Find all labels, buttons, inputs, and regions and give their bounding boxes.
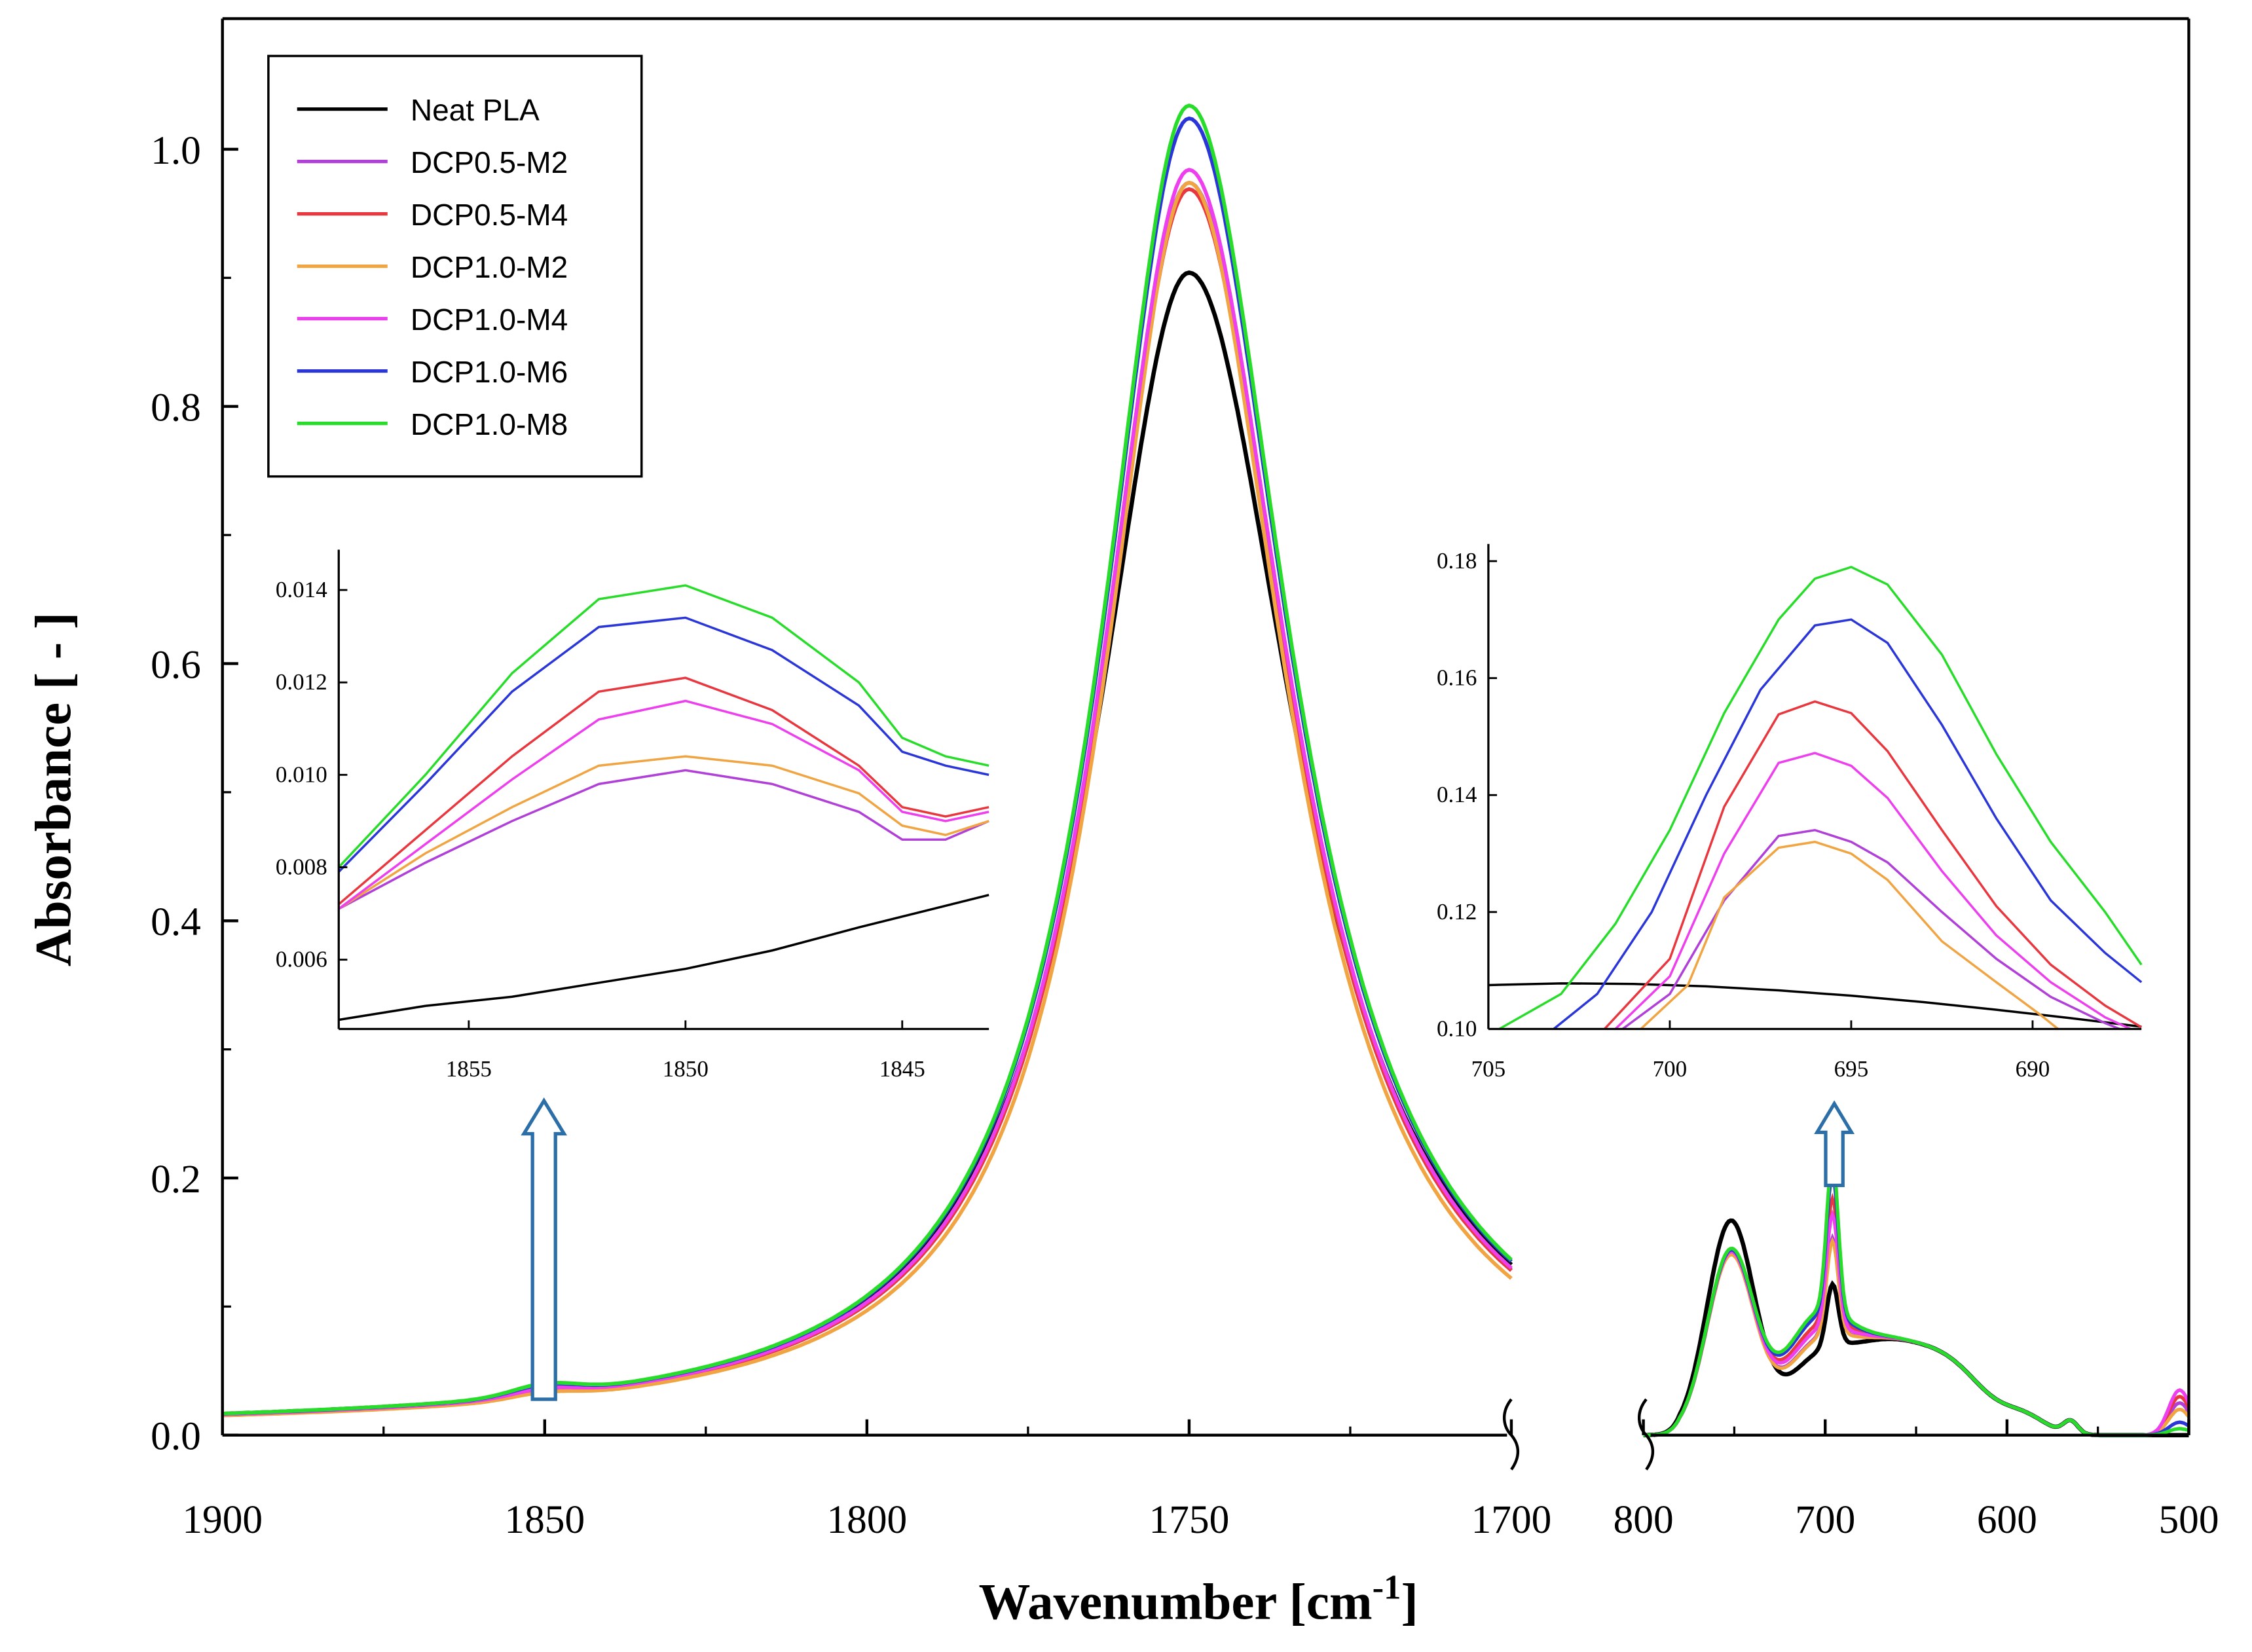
inset-series-dcp1-0-m2 [338, 755, 989, 910]
inset-y-tick-label: 0.008 [276, 854, 327, 879]
inset-y-tick-label: 0.006 [276, 947, 327, 972]
y-tick-label: 0.4 [151, 900, 201, 944]
inset-series-dcp1-0-m6 [1553, 618, 2143, 1030]
inset-series-neat-pla [1488, 982, 2142, 1028]
inset-x-tick-label: 700 [1653, 1056, 1688, 1082]
legend-label-dcp0-5-m2: DCP0.5-M2 [411, 145, 568, 179]
inset-x-tick-label: 705 [1471, 1056, 1506, 1082]
inset-x-tick-label: 690 [2016, 1056, 2050, 1082]
series-line-dcp1-0-m8-right [1643, 1159, 2190, 1437]
x-tick-label: 1900 [182, 1497, 263, 1542]
inset-x-tick-label: 1850 [663, 1056, 709, 1082]
inset-series-dcp1-0-m4 [338, 699, 989, 910]
x-axis-label: Wavenumber [cm-1] [979, 1569, 1418, 1631]
x-tick-label: 800 [1614, 1497, 1674, 1542]
inset-y-tick-label: 0.12 [1437, 899, 1477, 925]
x-tick-label: 600 [1977, 1497, 2037, 1542]
legend-label-dcp0-5-m4: DCP0.5-M4 [411, 198, 568, 232]
inset-y-tick-label: 0.16 [1437, 665, 1477, 691]
inset-y-tick-label: 0.010 [276, 762, 327, 787]
inset-695: 0.10 0.12 0.14 0.16 0.18 705 700 695 690 [1437, 543, 2143, 1082]
x-tick-label: 1800 [826, 1497, 907, 1542]
x-tick-label: 1750 [1149, 1497, 1230, 1542]
main-axes: 0.0 0.2 0.4 0.6 0.8 1.0 1900 1850 1800 1750 1700 80… [151, 17, 2219, 1542]
series-line-dcp0-5-m2-right [1643, 1233, 2190, 1437]
x-axis-label-sup: -1 [1373, 1569, 1401, 1607]
inset-series-dcp1-0-m8 [1498, 566, 2143, 1031]
axis-break-right [1637, 1398, 1655, 1471]
x-tick-label: 1700 [1471, 1497, 1552, 1542]
inset-series-neat-pla [338, 894, 989, 1021]
series-line-dcp1-0-m6-right [1643, 1167, 2190, 1437]
legend-label-dcp1-0-m8: DCP1.0-M8 [411, 407, 568, 441]
inset-series-dcp1-0-m4 [1614, 752, 2132, 1031]
zoom-arrow-1850 [521, 1097, 568, 1401]
inset-background [1488, 560, 2142, 1029]
x-axis-label-main: Wavenumber [cm [979, 1573, 1373, 1630]
legend-label-dcp1-0-m6: DCP1.0-M6 [411, 355, 568, 389]
series-line-dcp0-5-m4-right [1643, 1192, 2190, 1437]
legend-label-dcp1-0-m4: DCP1.0-M4 [411, 303, 568, 337]
inset-1850: 0.006 0.008 0.010 0.012 0.014 1855 1850 1845 [276, 549, 989, 1082]
inset-x-tick-label: 695 [1834, 1056, 1869, 1082]
legend-label-dcp1-0-m2: DCP1.0-M2 [411, 250, 568, 284]
x-tick-label: 500 [2158, 1497, 2219, 1542]
y-tick-label: 1.0 [151, 128, 201, 173]
legend-label-neat-pla: Neat PLA [411, 93, 540, 127]
inset-background [339, 566, 989, 1029]
inset-y-tick-label: 0.18 [1437, 548, 1477, 574]
x-tick-label: 1850 [504, 1497, 585, 1542]
inset-series-dcp1-0-m8 [337, 584, 989, 868]
inset-x-tick-label: 1845 [879, 1056, 925, 1082]
inset-series-dcp0-5-m2 [338, 769, 989, 910]
inset-y-tick-label: 0.10 [1437, 1016, 1477, 1041]
inset-y-tick-label: 0.14 [1437, 782, 1477, 807]
inset-y-tick-label: 0.014 [276, 577, 327, 602]
y-tick-label: 0.8 [151, 386, 201, 430]
inset-series-dcp1-0-m6 [338, 616, 989, 873]
inset-y-tick-label: 0.012 [276, 669, 327, 695]
y-tick-label: 0.6 [151, 642, 201, 687]
inset-x-tick-label: 1855 [446, 1056, 492, 1082]
y-tick-label: 0.2 [151, 1157, 201, 1202]
y-axis-label: Absorbance [ - ] [25, 612, 82, 966]
x-tick-label: 700 [1795, 1497, 1855, 1542]
inset-series-dcp0-5-m4 [1603, 700, 2143, 1030]
legend: Neat PLA DCP0.5-M2 DCP0.5-M4 DCP1.0-M2 DCP1.… [267, 54, 643, 478]
series-line-dcp1-0-m2-right [1643, 1236, 2190, 1437]
inset-series-dcp0-5-m4 [338, 676, 989, 906]
zoom-arrow-695 [1814, 1100, 1855, 1188]
inset-series-dcp0-5-m2 [1621, 828, 2120, 1031]
y-tick-label: 0.0 [151, 1414, 201, 1459]
series-line-dcp1-0-m8-left [222, 103, 1513, 1416]
series-line-dcp1-0-m4-right [1643, 1209, 2190, 1437]
inset-series-dcp1-0-m2 [1640, 840, 2059, 1030]
zoom-arrows [521, 1097, 1855, 1401]
x-axis-label-end: ] [1401, 1573, 1418, 1630]
